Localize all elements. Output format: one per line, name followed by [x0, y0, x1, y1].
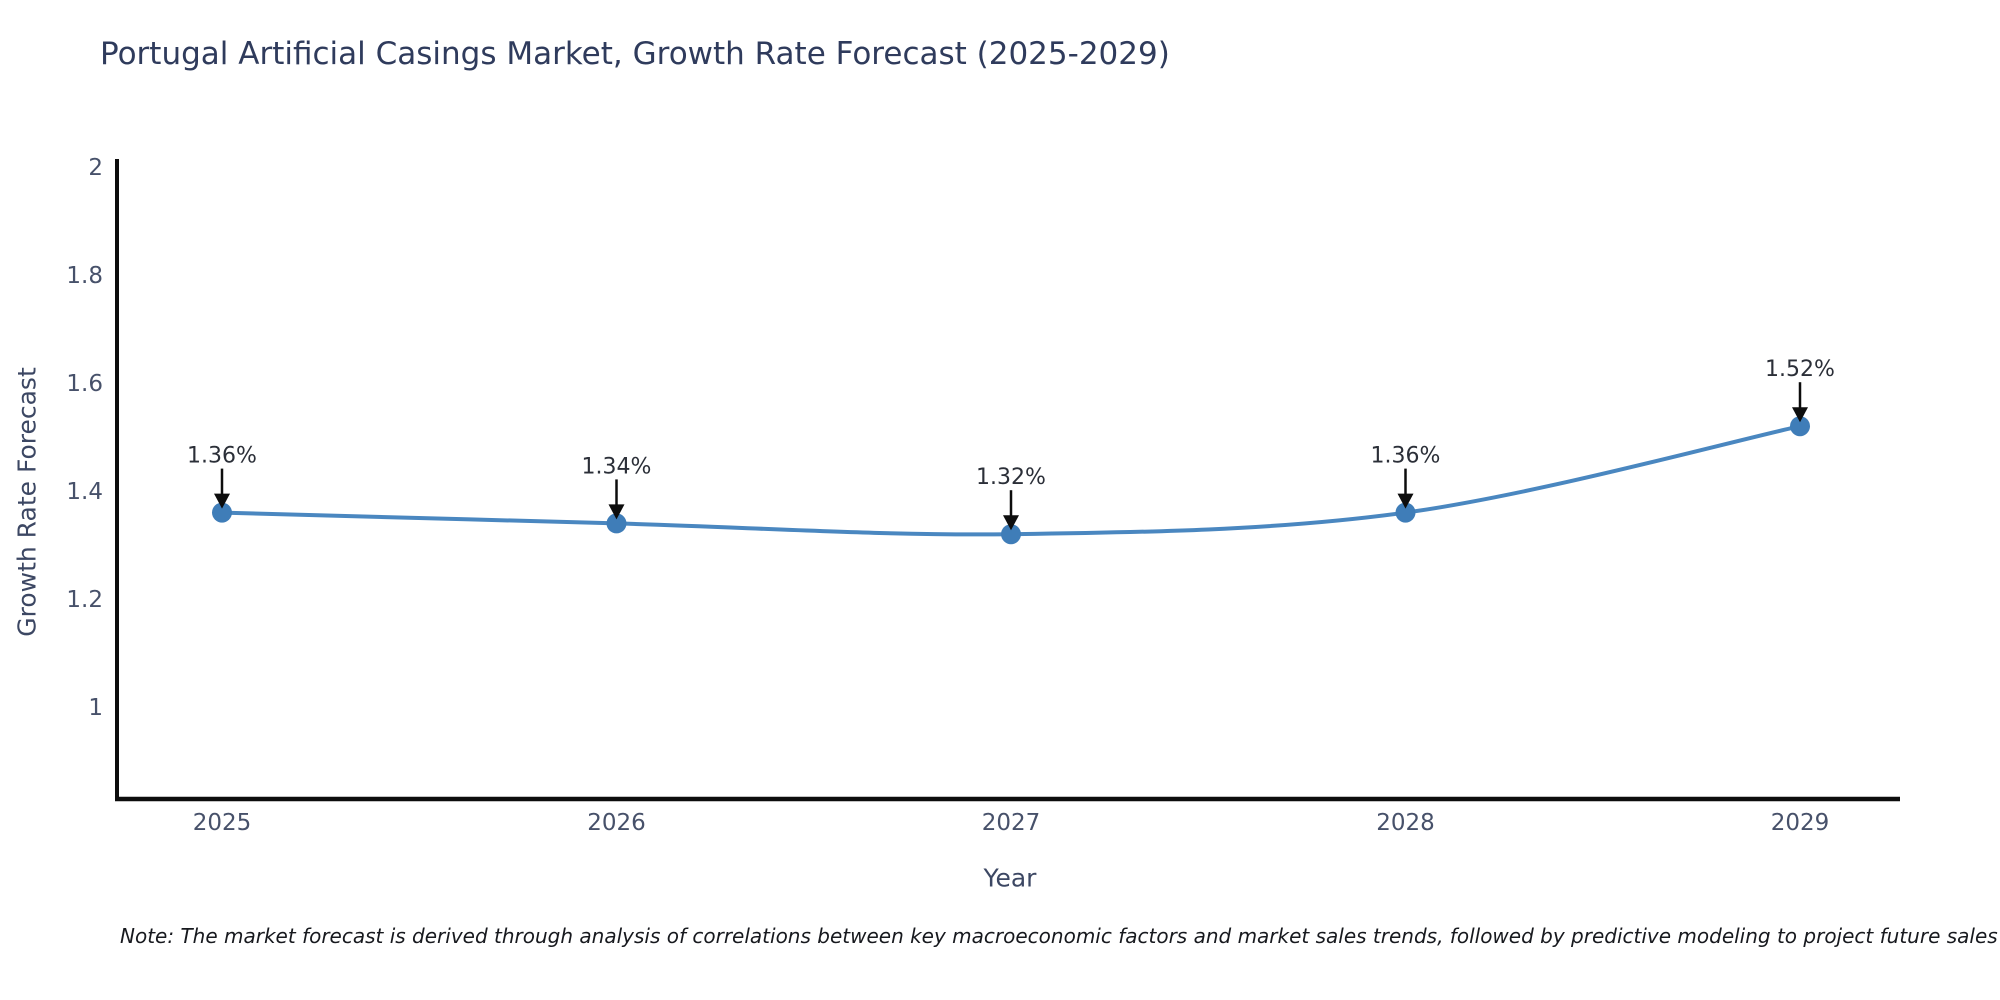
y-tick-label: 1.6 — [66, 371, 103, 397]
footnote-text: Note: The market forecast is derived thr… — [120, 924, 1998, 948]
annotation-arrowhead — [608, 504, 625, 520]
data-point-value-label: 1.32% — [976, 465, 1046, 490]
y-axis-title: Growth Rate Forecast — [12, 367, 42, 637]
x-tick-label: 2028 — [1376, 810, 1435, 836]
annotation-arrowhead — [214, 493, 230, 509]
data-point-value-label: 1.34% — [582, 454, 652, 479]
data-point-value-label: 1.36% — [187, 444, 257, 469]
x-tick-label: 2026 — [587, 810, 646, 836]
y-tick-label: 1.8 — [66, 263, 103, 289]
annotation-arrowhead — [1792, 407, 1808, 423]
data-point-marker — [212, 502, 232, 523]
chart-title: Portugal Artificial Casings Market, Grow… — [100, 36, 1170, 72]
annotation-arrowhead — [1003, 515, 1019, 531]
x-tick-label: 2027 — [982, 810, 1041, 836]
x-axis-title: Year — [983, 863, 1037, 893]
y-tick-label: 1.2 — [66, 587, 103, 613]
y-tick-label: 2 — [88, 155, 103, 181]
data-point-marker — [1790, 416, 1810, 437]
y-tick-label: 1 — [88, 695, 103, 721]
x-tick-label: 2025 — [193, 810, 252, 836]
data-point-marker — [606, 513, 627, 534]
annotation-arrowhead — [1397, 493, 1414, 509]
data-point-marker — [1395, 502, 1416, 523]
x-tick-label: 2029 — [1771, 810, 1830, 836]
data-point-value-label: 1.52% — [1765, 357, 1835, 382]
data-point-marker — [1001, 524, 1021, 545]
data-point-value-label: 1.36% — [1371, 444, 1441, 469]
y-tick-label: 1.4 — [66, 479, 103, 505]
